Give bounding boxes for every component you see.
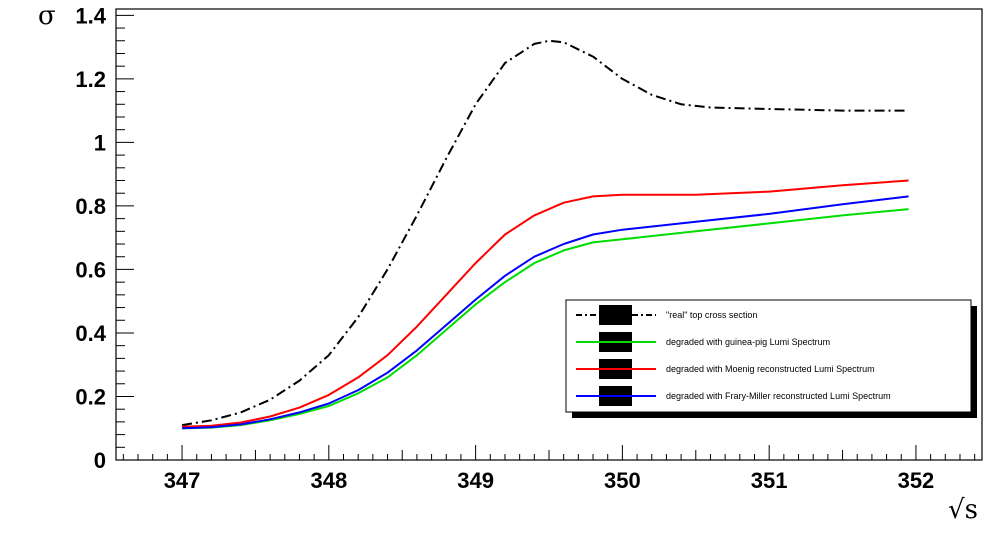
- y-tick-label: 1.2: [75, 67, 106, 92]
- y-axis: 0 0.2 0.4 0.6 0.8 1 1.2 1.4: [75, 3, 134, 473]
- y-tick-label: 0.4: [75, 321, 106, 346]
- x-tick-label: 347: [164, 468, 201, 493]
- y-tick-label: 1.4: [75, 3, 106, 28]
- x-tick-label: 351: [751, 468, 788, 493]
- x-axis: 347 348 349 350 351 352: [122, 445, 976, 493]
- y-tick-label: 0.8: [75, 194, 106, 219]
- legend: "real" top cross section degraded with gu…: [565, 299, 977, 418]
- x-axis-title: √s: [948, 495, 978, 525]
- legend-label-1: "real" top cross section: [666, 310, 757, 320]
- y-tick-label: 0.6: [75, 257, 106, 282]
- series-line-3: [182, 179, 909, 428]
- series-curves: [181, 39, 909, 430]
- legend-swatch-block: [599, 305, 632, 325]
- legend-label-2: degraded with guinea-pig Lumi Spectrum: [666, 337, 830, 347]
- x-tick-label: 350: [604, 468, 641, 493]
- legend-box: [565, 299, 972, 413]
- legend-label-3: degraded with Moenig reconstructed Lumi …: [666, 364, 875, 374]
- y-tick-label: 0: [94, 448, 106, 473]
- series-line-2: [182, 208, 909, 430]
- y-tick-label: 1: [94, 130, 106, 155]
- legend-label-4: degraded with Frary-Miller reconstructed…: [666, 391, 891, 401]
- series-line-4: [182, 195, 909, 430]
- x-tick-label: 349: [457, 468, 494, 493]
- y-axis-title: σ: [38, 1, 56, 31]
- y-tick-label: 0.2: [75, 384, 106, 409]
- x-tick-label: 352: [898, 468, 935, 493]
- x-tick-label: 348: [310, 468, 347, 493]
- series-line-1: [181, 39, 909, 427]
